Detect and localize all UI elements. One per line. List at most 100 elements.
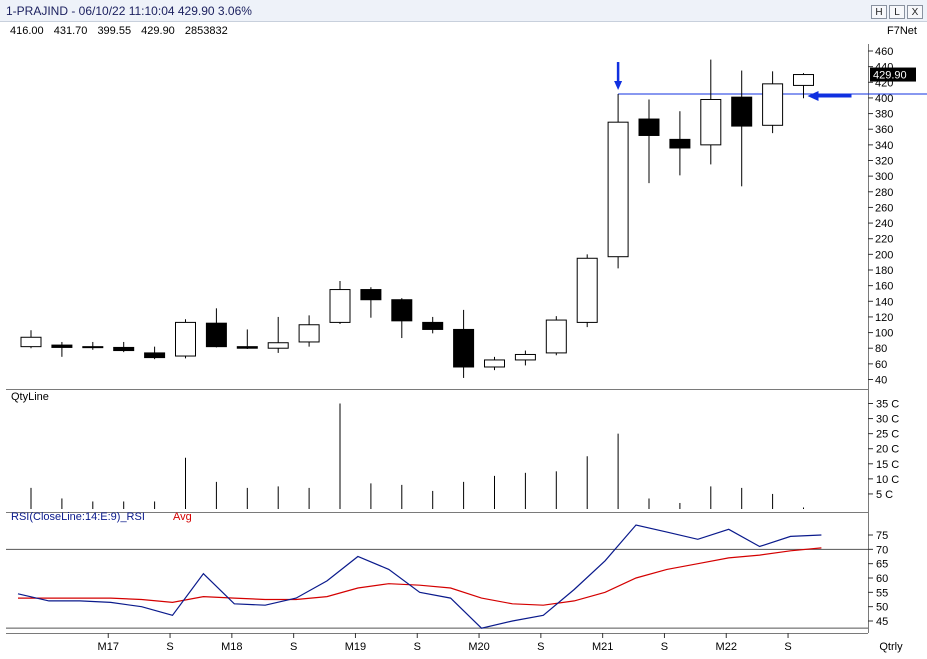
price-tick-label: 60 xyxy=(875,359,887,371)
rsi-tick-label: 70 xyxy=(876,544,888,556)
time-tick-label: M18 xyxy=(221,641,242,653)
last-price-box xyxy=(870,67,916,82)
price-tick-label: 40 xyxy=(875,375,887,387)
line-toggle-button[interactable]: L xyxy=(889,5,905,19)
candle-up xyxy=(576,257,598,323)
open-value: 416.00 xyxy=(10,25,44,37)
left-arrow-head xyxy=(807,91,819,102)
volume-value: 2853832 xyxy=(184,25,228,37)
high-low-button[interactable]: H xyxy=(871,5,887,19)
volume-tick-label: 20 C xyxy=(876,444,899,456)
price-tick-label: 280 xyxy=(875,187,893,199)
candle-up xyxy=(267,342,289,349)
timeframe-label: Qtrly xyxy=(879,641,903,653)
price-tick-label: 340 xyxy=(875,140,893,152)
price-tick-label: 100 xyxy=(875,328,893,340)
rsi-tick-label: 55 xyxy=(876,587,888,599)
candle-down xyxy=(236,346,258,349)
volume-tick-label: 35 C xyxy=(876,399,899,411)
window-controls: H L X xyxy=(871,5,923,19)
time-tick-label: M17 xyxy=(98,641,119,653)
rsi-tick-label: 45 xyxy=(876,616,888,628)
rsi-line xyxy=(17,524,822,629)
price-tick-label: 320 xyxy=(875,156,893,168)
candle-up xyxy=(545,319,567,354)
volume-tick-label: 30 C xyxy=(876,414,899,426)
close-button[interactable]: X xyxy=(907,5,923,19)
candle-up xyxy=(762,83,784,126)
volume-pane-title: QtyLine xyxy=(11,391,49,403)
candle-up xyxy=(82,346,104,349)
candle-down xyxy=(113,346,135,352)
time-tick-label: M21 xyxy=(592,641,613,653)
time-tick-label: S xyxy=(290,641,297,653)
candle-up xyxy=(329,289,351,323)
low-value: 399.55 xyxy=(97,25,132,37)
time-tick-label: M20 xyxy=(468,641,489,653)
rsi-pane-title: RSI(CloseLine:14:E:9)_RSI xyxy=(11,511,145,523)
candle-down xyxy=(51,344,73,348)
candle-down xyxy=(453,328,475,368)
rsi-axis: 45 50 55 60 65 70 75 xyxy=(868,530,888,628)
price-tick-label: 80 xyxy=(875,343,887,355)
brand-label: F7Net xyxy=(887,25,917,37)
candle-down xyxy=(638,118,660,136)
candle-up xyxy=(298,324,320,343)
price-tick-label: 240 xyxy=(875,218,893,230)
down-arrow-head xyxy=(614,81,623,91)
candle-down xyxy=(731,96,753,127)
rsi-tick-label: 50 xyxy=(876,602,888,614)
time-tick-label: S xyxy=(537,641,544,653)
time-tick-label: S xyxy=(414,641,421,653)
volume-tick-label: 5 C xyxy=(876,489,893,501)
volume-axis: 35 C 30 C 25 C 20 C 15 C 10 C 5 C xyxy=(868,399,899,501)
time-axis: M17 S M18 S M19 S M20 S M21 S M22 S xyxy=(98,633,792,653)
candle-down xyxy=(391,299,413,322)
price-tick-label: 140 xyxy=(875,296,893,308)
rsi-tick-label: 75 xyxy=(876,530,888,542)
close-value: 429.90 xyxy=(141,25,175,37)
candle-up xyxy=(175,321,196,357)
price-tick-label: 380 xyxy=(875,109,893,121)
candles xyxy=(20,59,814,378)
volume-bars xyxy=(30,403,804,509)
candle-down xyxy=(144,352,166,359)
volume-tick-label: 15 C xyxy=(876,459,899,471)
price-tick-label: 300 xyxy=(875,171,893,183)
candle-down xyxy=(422,321,444,330)
price-tick-label: 400 xyxy=(875,93,893,105)
candle-up xyxy=(793,74,814,86)
price-tick-label: 200 xyxy=(875,249,893,261)
price-tick-label: 360 xyxy=(875,124,893,136)
candle-up xyxy=(700,98,722,146)
rsi-tick-label: 65 xyxy=(876,559,888,571)
candle-down xyxy=(205,322,227,348)
candle-up xyxy=(514,353,536,361)
time-tick-label: M19 xyxy=(345,641,366,653)
candle-up xyxy=(20,336,42,348)
price-tick-label: 160 xyxy=(875,281,893,293)
price-tick-label: 460 xyxy=(875,46,893,58)
rsi-avg-legend: Avg xyxy=(173,511,192,523)
window-titlebar: 1-PRAJIND - 06/10/22 11:10:04 429.90 3.0… xyxy=(0,0,927,22)
rsi-avg-line xyxy=(18,547,822,606)
candle-down xyxy=(360,289,382,301)
candle-down xyxy=(669,138,691,149)
candle-up xyxy=(607,121,629,258)
time-tick-label: S xyxy=(166,641,173,653)
volume-tick-label: 10 C xyxy=(876,474,899,486)
time-tick-label: S xyxy=(784,641,791,653)
price-tick-label: 260 xyxy=(875,202,893,214)
window-title: 1-PRAJIND - 06/10/22 11:10:04 429.90 3.0… xyxy=(6,4,252,18)
price-tick-label: 180 xyxy=(875,265,893,277)
volume-tick-label: 25 C xyxy=(876,429,899,441)
rsi-tick-label: 60 xyxy=(876,573,888,585)
high-value: 431.70 xyxy=(53,25,88,37)
price-axis: 40 60 80 100 120 140 160 180 200 220 240 260 280 300 3… xyxy=(868,46,916,387)
price-tick-label: 220 xyxy=(875,234,893,246)
time-tick-label: M22 xyxy=(716,641,737,653)
last-price-label: 429.90 xyxy=(873,70,907,82)
ohlc-readout: 416.00 431.70 399.55 429.90 2853832 xyxy=(10,25,235,37)
candle-up xyxy=(484,359,505,368)
